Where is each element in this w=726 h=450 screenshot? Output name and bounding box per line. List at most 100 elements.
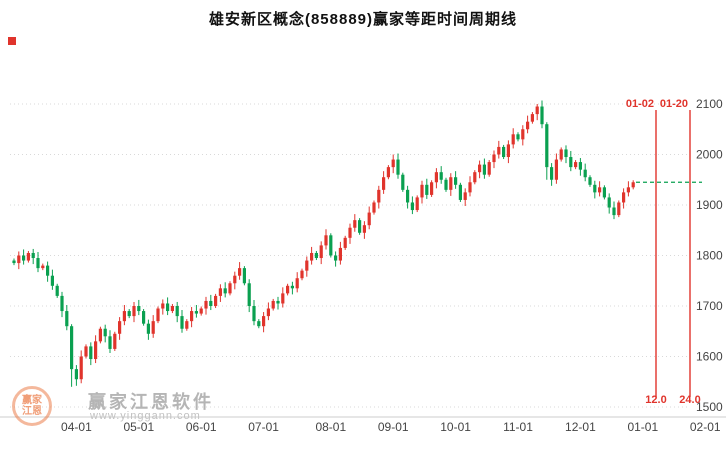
candle-body — [569, 157, 573, 168]
period-date-label: 01-20 — [660, 98, 688, 110]
candle-body — [50, 275, 54, 286]
candle-body — [199, 308, 203, 314]
candle-body — [170, 306, 174, 312]
candle-body — [65, 311, 69, 327]
candle-body — [281, 293, 285, 304]
candle-body — [492, 154, 496, 163]
candle-body — [554, 159, 558, 180]
candle-body — [348, 227, 352, 238]
x-tick-label: 05-01 — [123, 420, 154, 434]
candle-body — [602, 187, 606, 198]
candle-body — [607, 197, 611, 208]
candle-body — [103, 328, 107, 337]
candle-body — [185, 321, 189, 329]
candle-body — [377, 189, 381, 203]
candle-body — [247, 283, 251, 306]
candle-body — [238, 268, 242, 276]
y-tick-label: 1800 — [696, 249, 723, 263]
y-tick-label: 1500 — [696, 400, 723, 414]
candle-body — [132, 306, 136, 317]
candle-body — [74, 369, 78, 380]
candle-body — [583, 169, 587, 178]
period-value-label: 24.0 — [679, 394, 700, 406]
period-overlays: 01-02 12.0 01-20 24.0 — [626, 98, 702, 406]
candle-body — [410, 202, 414, 211]
y-tick-label: 1700 — [696, 299, 723, 313]
candle-body — [228, 283, 232, 294]
candle-body — [535, 106, 539, 115]
candle-body — [482, 164, 486, 175]
candle-body — [108, 336, 112, 349]
candle-body — [612, 207, 616, 216]
y-tick-label: 2100 — [696, 97, 723, 111]
x-tick-label: 01-01 — [627, 420, 658, 434]
candle-body — [506, 144, 510, 158]
candle-body — [242, 268, 246, 284]
candle-body — [300, 270, 304, 279]
candle-body — [262, 316, 266, 327]
candle-body — [362, 225, 366, 233]
candle-body — [17, 255, 21, 264]
candle-body — [266, 308, 270, 317]
candle-body — [190, 311, 194, 322]
candle-body — [478, 164, 482, 173]
candle-body — [26, 252, 30, 261]
candle-body — [406, 189, 410, 203]
candle-body — [31, 252, 35, 259]
candle-body — [386, 167, 390, 178]
candle-body — [22, 255, 26, 261]
candle-body — [127, 311, 131, 317]
candle-body — [526, 121, 530, 130]
x-tick-label: 08-01 — [315, 420, 346, 434]
candle-body — [420, 184, 424, 198]
x-tick-label: 12-01 — [565, 420, 596, 434]
x-tick-label: 10-01 — [440, 420, 471, 434]
candle-body — [180, 316, 184, 329]
candle-body — [367, 212, 371, 226]
candle-body — [295, 278, 299, 289]
candle-body — [156, 308, 160, 322]
candle-body — [271, 300, 275, 309]
axis-labels: 1500 1600 1700 1800 1900 2000 2100 04-01 05-01 06… — [61, 97, 723, 434]
candle-body — [593, 184, 597, 193]
candle-body — [598, 187, 602, 193]
candle-body — [257, 321, 261, 327]
gridlines — [10, 103, 690, 408]
period-value-label: 12.0 — [645, 394, 666, 406]
candle-body — [84, 346, 88, 357]
candle-body — [372, 202, 376, 213]
candle-body — [425, 184, 429, 195]
candle-body — [382, 177, 386, 190]
candle-body — [617, 202, 621, 216]
candle-body — [622, 192, 626, 203]
candle-body — [458, 184, 462, 200]
candle-body — [468, 182, 472, 193]
y-tick-label: 1600 — [696, 350, 723, 364]
candle-body — [118, 321, 122, 334]
candle-body — [473, 172, 477, 183]
candle-body — [161, 303, 165, 309]
x-tick-label: 04-01 — [61, 420, 92, 434]
candle-body — [137, 306, 141, 312]
candle-body — [319, 245, 323, 259]
candle-body — [290, 285, 294, 289]
candle-body — [444, 179, 448, 190]
candle-body — [214, 295, 218, 306]
candle-body — [146, 323, 150, 334]
candle-body — [497, 146, 501, 155]
candle-body — [502, 146, 506, 158]
candle-body — [286, 285, 290, 294]
x-tick-label: 02-01 — [690, 420, 721, 434]
candle-body — [89, 346, 93, 360]
candle-body — [324, 235, 328, 246]
candle-body — [434, 172, 438, 183]
candle-body — [564, 149, 568, 158]
candle-body — [540, 106, 544, 125]
candle-body — [310, 252, 314, 261]
candle-body — [60, 295, 64, 312]
candlesticks — [12, 100, 635, 387]
candle-body — [358, 220, 362, 233]
candle-body — [396, 159, 400, 175]
candle-body — [12, 260, 16, 264]
